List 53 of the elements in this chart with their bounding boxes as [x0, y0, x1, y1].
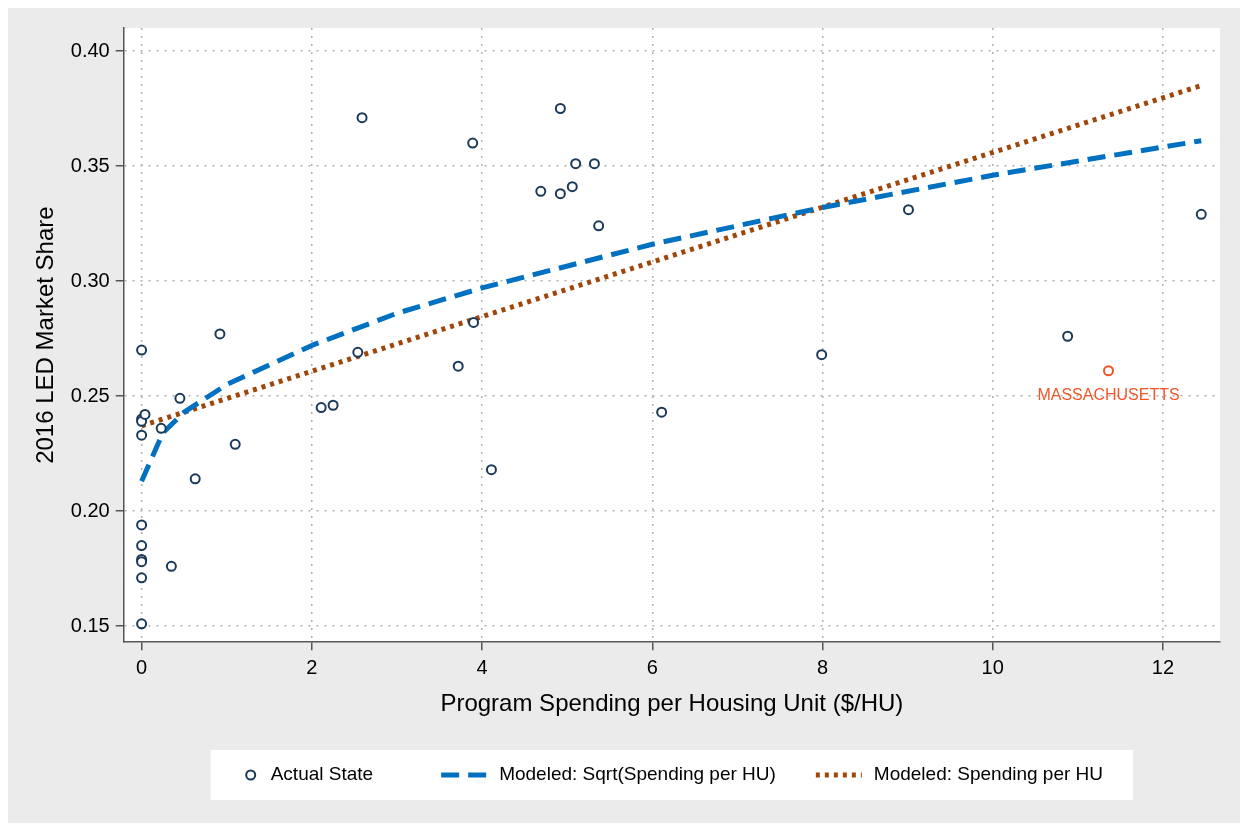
point [189, 473, 201, 485]
point [139, 408, 151, 420]
x-tick-label: 6 [646, 655, 658, 678]
y-tick-label: 0.30 [70, 268, 110, 291]
point [570, 158, 582, 170]
y-tick-label: 0.20 [70, 498, 110, 521]
y-tick-label: 0.40 [70, 38, 110, 61]
x-tick-label: 0 [136, 655, 148, 678]
point [136, 618, 148, 630]
point [352, 346, 364, 358]
point [214, 328, 226, 340]
x-axis-title: Program Spending per Housing Unit ($/HU) [440, 689, 904, 717]
legend-label: Modeled: Sqrt(Spending per HU) [499, 763, 776, 785]
point [816, 349, 828, 361]
y-tick-label: 0.35 [70, 153, 110, 176]
point [452, 360, 464, 372]
legend-label: Modeled: Spending per HU [873, 763, 1104, 785]
point [485, 464, 497, 476]
point [656, 406, 668, 418]
point [566, 181, 578, 193]
point [1103, 365, 1114, 377]
y-tick-label: 0.15 [70, 613, 110, 636]
annotation: MASSACHUSETTS [1037, 386, 1180, 404]
point [554, 188, 566, 200]
point [554, 103, 566, 115]
x-tick-label: 4 [476, 655, 488, 678]
legend-label: Actual State [270, 763, 374, 785]
x-tick-label: 2 [306, 655, 318, 678]
point [902, 204, 914, 216]
point [535, 185, 547, 197]
point [229, 438, 241, 450]
x-tick-label: 12 [1151, 655, 1175, 678]
point [468, 316, 480, 328]
point [136, 540, 148, 552]
point [1062, 330, 1074, 342]
point [593, 220, 605, 232]
point [136, 429, 148, 441]
point [136, 344, 148, 356]
point [174, 392, 186, 404]
point [165, 560, 177, 572]
point [315, 402, 327, 414]
y-tick-label: 0.25 [70, 383, 110, 406]
point [467, 137, 479, 149]
point [155, 422, 167, 434]
x-tick-label: 10 [981, 655, 1004, 678]
point [356, 112, 368, 124]
y-axis-title: 2016 LED Market Share [31, 206, 59, 464]
point [327, 399, 339, 411]
point [1195, 208, 1207, 220]
point [588, 158, 600, 170]
point [136, 519, 148, 531]
x-tick-label: 8 [816, 655, 829, 678]
point [136, 572, 148, 584]
